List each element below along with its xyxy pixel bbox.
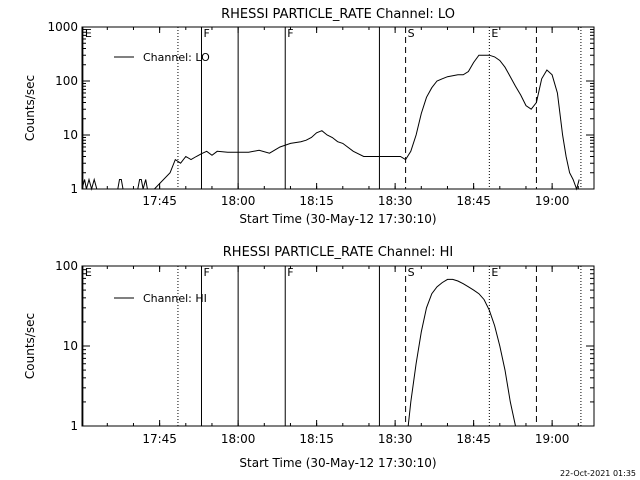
x-tick-label: 19:00 — [535, 194, 570, 208]
chart-title: RHESSI PARTICLE_RATE Channel: HI — [223, 245, 453, 260]
x-axis-label: Start Time (30-May-12 17:30:10) — [239, 456, 436, 470]
x-tick-label: 18:00 — [221, 194, 256, 208]
y-tick-label: 10 — [63, 339, 78, 353]
y-tick-label: 1 — [70, 419, 78, 433]
event-marker-label: E — [85, 266, 92, 279]
event-marker-label: F — [203, 27, 209, 40]
timestamp: 22-Oct-2021 01:35 — [560, 469, 636, 478]
event-marker-label: F — [203, 266, 209, 279]
x-axis-label: Start Time (30-May-12 17:30:10) — [239, 212, 436, 226]
x-tick-label: 18:30 — [378, 194, 413, 208]
event-marker-label: S — [408, 266, 415, 279]
event-marker-label: E — [491, 27, 498, 40]
x-tick-label: 18:15 — [299, 194, 334, 208]
y-axis-label: Counts/sec — [23, 313, 37, 379]
y-tick-label: 100 — [55, 74, 78, 88]
event-marker-label: E — [85, 27, 92, 40]
legend-label: Channel: HI — [143, 292, 207, 305]
event-marker-label: F — [287, 27, 293, 40]
chart-title: RHESSI PARTICLE_RATE Channel: LO — [221, 7, 455, 22]
plot-frame — [81, 265, 595, 427]
plot-frame — [81, 26, 595, 190]
series-line — [407, 278, 516, 427]
series-line — [81, 54, 580, 191]
x-tick-label: 18:45 — [456, 432, 491, 446]
x-tick-label: 17:45 — [142, 194, 177, 208]
event-marker-label: S — [408, 27, 415, 40]
event-marker-label: E — [491, 266, 498, 279]
y-tick-label: 1 — [70, 182, 78, 196]
y-tick-label: 10 — [63, 128, 78, 142]
y-axis-label: Counts/sec — [23, 75, 37, 141]
x-tick-label: 18:30 — [378, 432, 413, 446]
legend-label: Channel: LO — [143, 51, 210, 64]
event-marker-label: F — [287, 266, 293, 279]
y-tick-label: 1000 — [47, 20, 78, 34]
x-tick-label: 17:45 — [142, 432, 177, 446]
x-tick-label: 19:00 — [535, 432, 570, 446]
y-tick-label: 100 — [55, 259, 78, 273]
x-tick-label: 18:00 — [221, 432, 256, 446]
x-tick-label: 18:45 — [456, 194, 491, 208]
x-tick-label: 18:15 — [299, 432, 334, 446]
